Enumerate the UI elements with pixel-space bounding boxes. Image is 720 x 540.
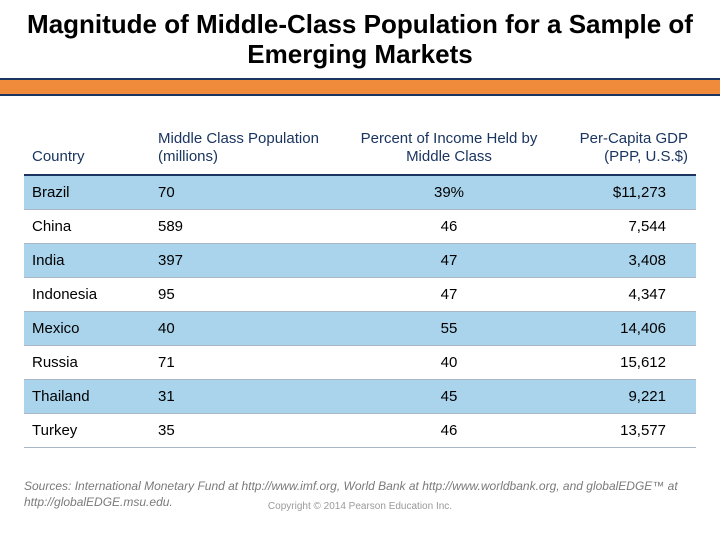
col-header-country: Country xyxy=(24,124,150,175)
cell-gdp: 4,347 xyxy=(557,277,696,311)
cell-country: China xyxy=(24,209,150,243)
col-header-gdp: Per-Capita GDP (PPP, U.S.$) xyxy=(557,124,696,175)
table-row: Turkey 35 46 13,577 xyxy=(24,413,696,447)
cell-percent: 39% xyxy=(341,175,557,210)
data-table: Country Middle Class Population (million… xyxy=(24,124,696,448)
cell-gdp: 3,408 xyxy=(557,243,696,277)
slide-title: Magnitude of Middle-Class Population for… xyxy=(0,0,720,78)
cell-population: 40 xyxy=(150,311,341,345)
table-row: Russia 71 40 15,612 xyxy=(24,345,696,379)
table-row: Indonesia 95 47 4,347 xyxy=(24,277,696,311)
cell-country: Brazil xyxy=(24,175,150,210)
cell-country: Russia xyxy=(24,345,150,379)
cell-population: 70 xyxy=(150,175,341,210)
copyright-text: Copyright © 2014 Pearson Education Inc. xyxy=(0,501,720,512)
cell-population: 31 xyxy=(150,379,341,413)
cell-percent: 40 xyxy=(341,345,557,379)
accent-bar xyxy=(0,78,720,96)
cell-population: 397 xyxy=(150,243,341,277)
cell-gdp: 13,577 xyxy=(557,413,696,447)
cell-country: Thailand xyxy=(24,379,150,413)
cell-population: 71 xyxy=(150,345,341,379)
cell-percent: 47 xyxy=(341,277,557,311)
table-row: India 397 47 3,408 xyxy=(24,243,696,277)
cell-percent: 46 xyxy=(341,209,557,243)
cell-gdp: 15,612 xyxy=(557,345,696,379)
col-header-percent: Percent of Income Held by Middle Class xyxy=(341,124,557,175)
cell-country: Mexico xyxy=(24,311,150,345)
cell-gdp: 14,406 xyxy=(557,311,696,345)
cell-percent: 55 xyxy=(341,311,557,345)
table-body: Brazil 70 39% $11,273 China 589 46 7,544… xyxy=(24,175,696,448)
table-row: Brazil 70 39% $11,273 xyxy=(24,175,696,210)
table-row: China 589 46 7,544 xyxy=(24,209,696,243)
table-row: Thailand 31 45 9,221 xyxy=(24,379,696,413)
cell-gdp: $11,273 xyxy=(557,175,696,210)
cell-population: 35 xyxy=(150,413,341,447)
table-container: Country Middle Class Population (million… xyxy=(0,96,720,448)
cell-percent: 45 xyxy=(341,379,557,413)
sources-label: Sources: xyxy=(24,479,71,493)
slide: Magnitude of Middle-Class Population for… xyxy=(0,0,720,540)
cell-country: India xyxy=(24,243,150,277)
cell-country: Indonesia xyxy=(24,277,150,311)
cell-population: 95 xyxy=(150,277,341,311)
table-row: Mexico 40 55 14,406 xyxy=(24,311,696,345)
cell-country: Turkey xyxy=(24,413,150,447)
cell-percent: 46 xyxy=(341,413,557,447)
cell-gdp: 9,221 xyxy=(557,379,696,413)
cell-percent: 47 xyxy=(341,243,557,277)
cell-population: 589 xyxy=(150,209,341,243)
cell-gdp: 7,544 xyxy=(557,209,696,243)
table-header-row: Country Middle Class Population (million… xyxy=(24,124,696,175)
col-header-population: Middle Class Population (millions) xyxy=(150,124,341,175)
